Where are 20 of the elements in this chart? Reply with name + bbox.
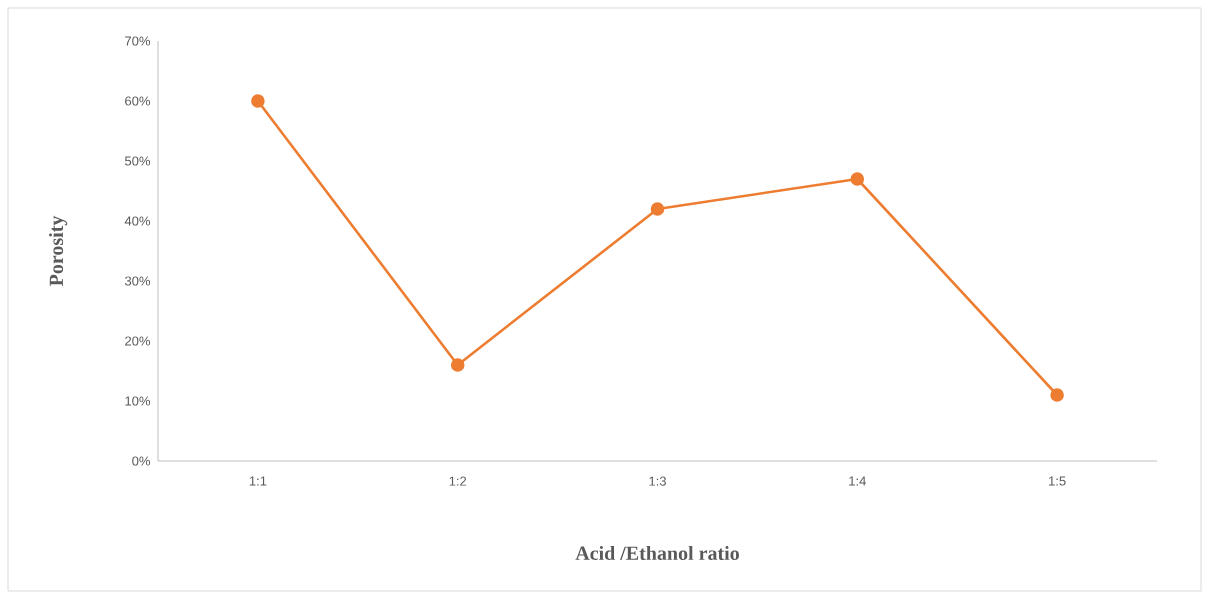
point	[850, 172, 865, 186]
point	[1050, 388, 1064, 402]
point	[251, 94, 265, 108]
y-tick-label: 40%	[124, 216, 151, 226]
y-axis-title: Porosity	[49, 215, 68, 287]
x-axis-title: Acid /Ethanol ratio	[575, 545, 739, 561]
y-tick-label: 20%	[125, 336, 151, 346]
y-tick-label: 30%	[124, 276, 151, 286]
y-tick-label: 60%	[125, 96, 151, 106]
y-tick-label: 50%	[124, 156, 151, 166]
y-tick-label: 70%	[125, 36, 151, 46]
y-tick-label: 0%	[132, 456, 151, 466]
x-tick-label: 1:5	[1049, 476, 1066, 486]
x-tick-label: 1:3	[649, 476, 666, 486]
point	[650, 202, 665, 216]
x-tick-label: 1:1	[249, 476, 267, 486]
x-tick-label: 1:4	[849, 476, 866, 486]
x-tick-label: 1:2	[449, 476, 467, 486]
y-tick-label: 10%	[125, 396, 151, 406]
point	[450, 358, 465, 372]
